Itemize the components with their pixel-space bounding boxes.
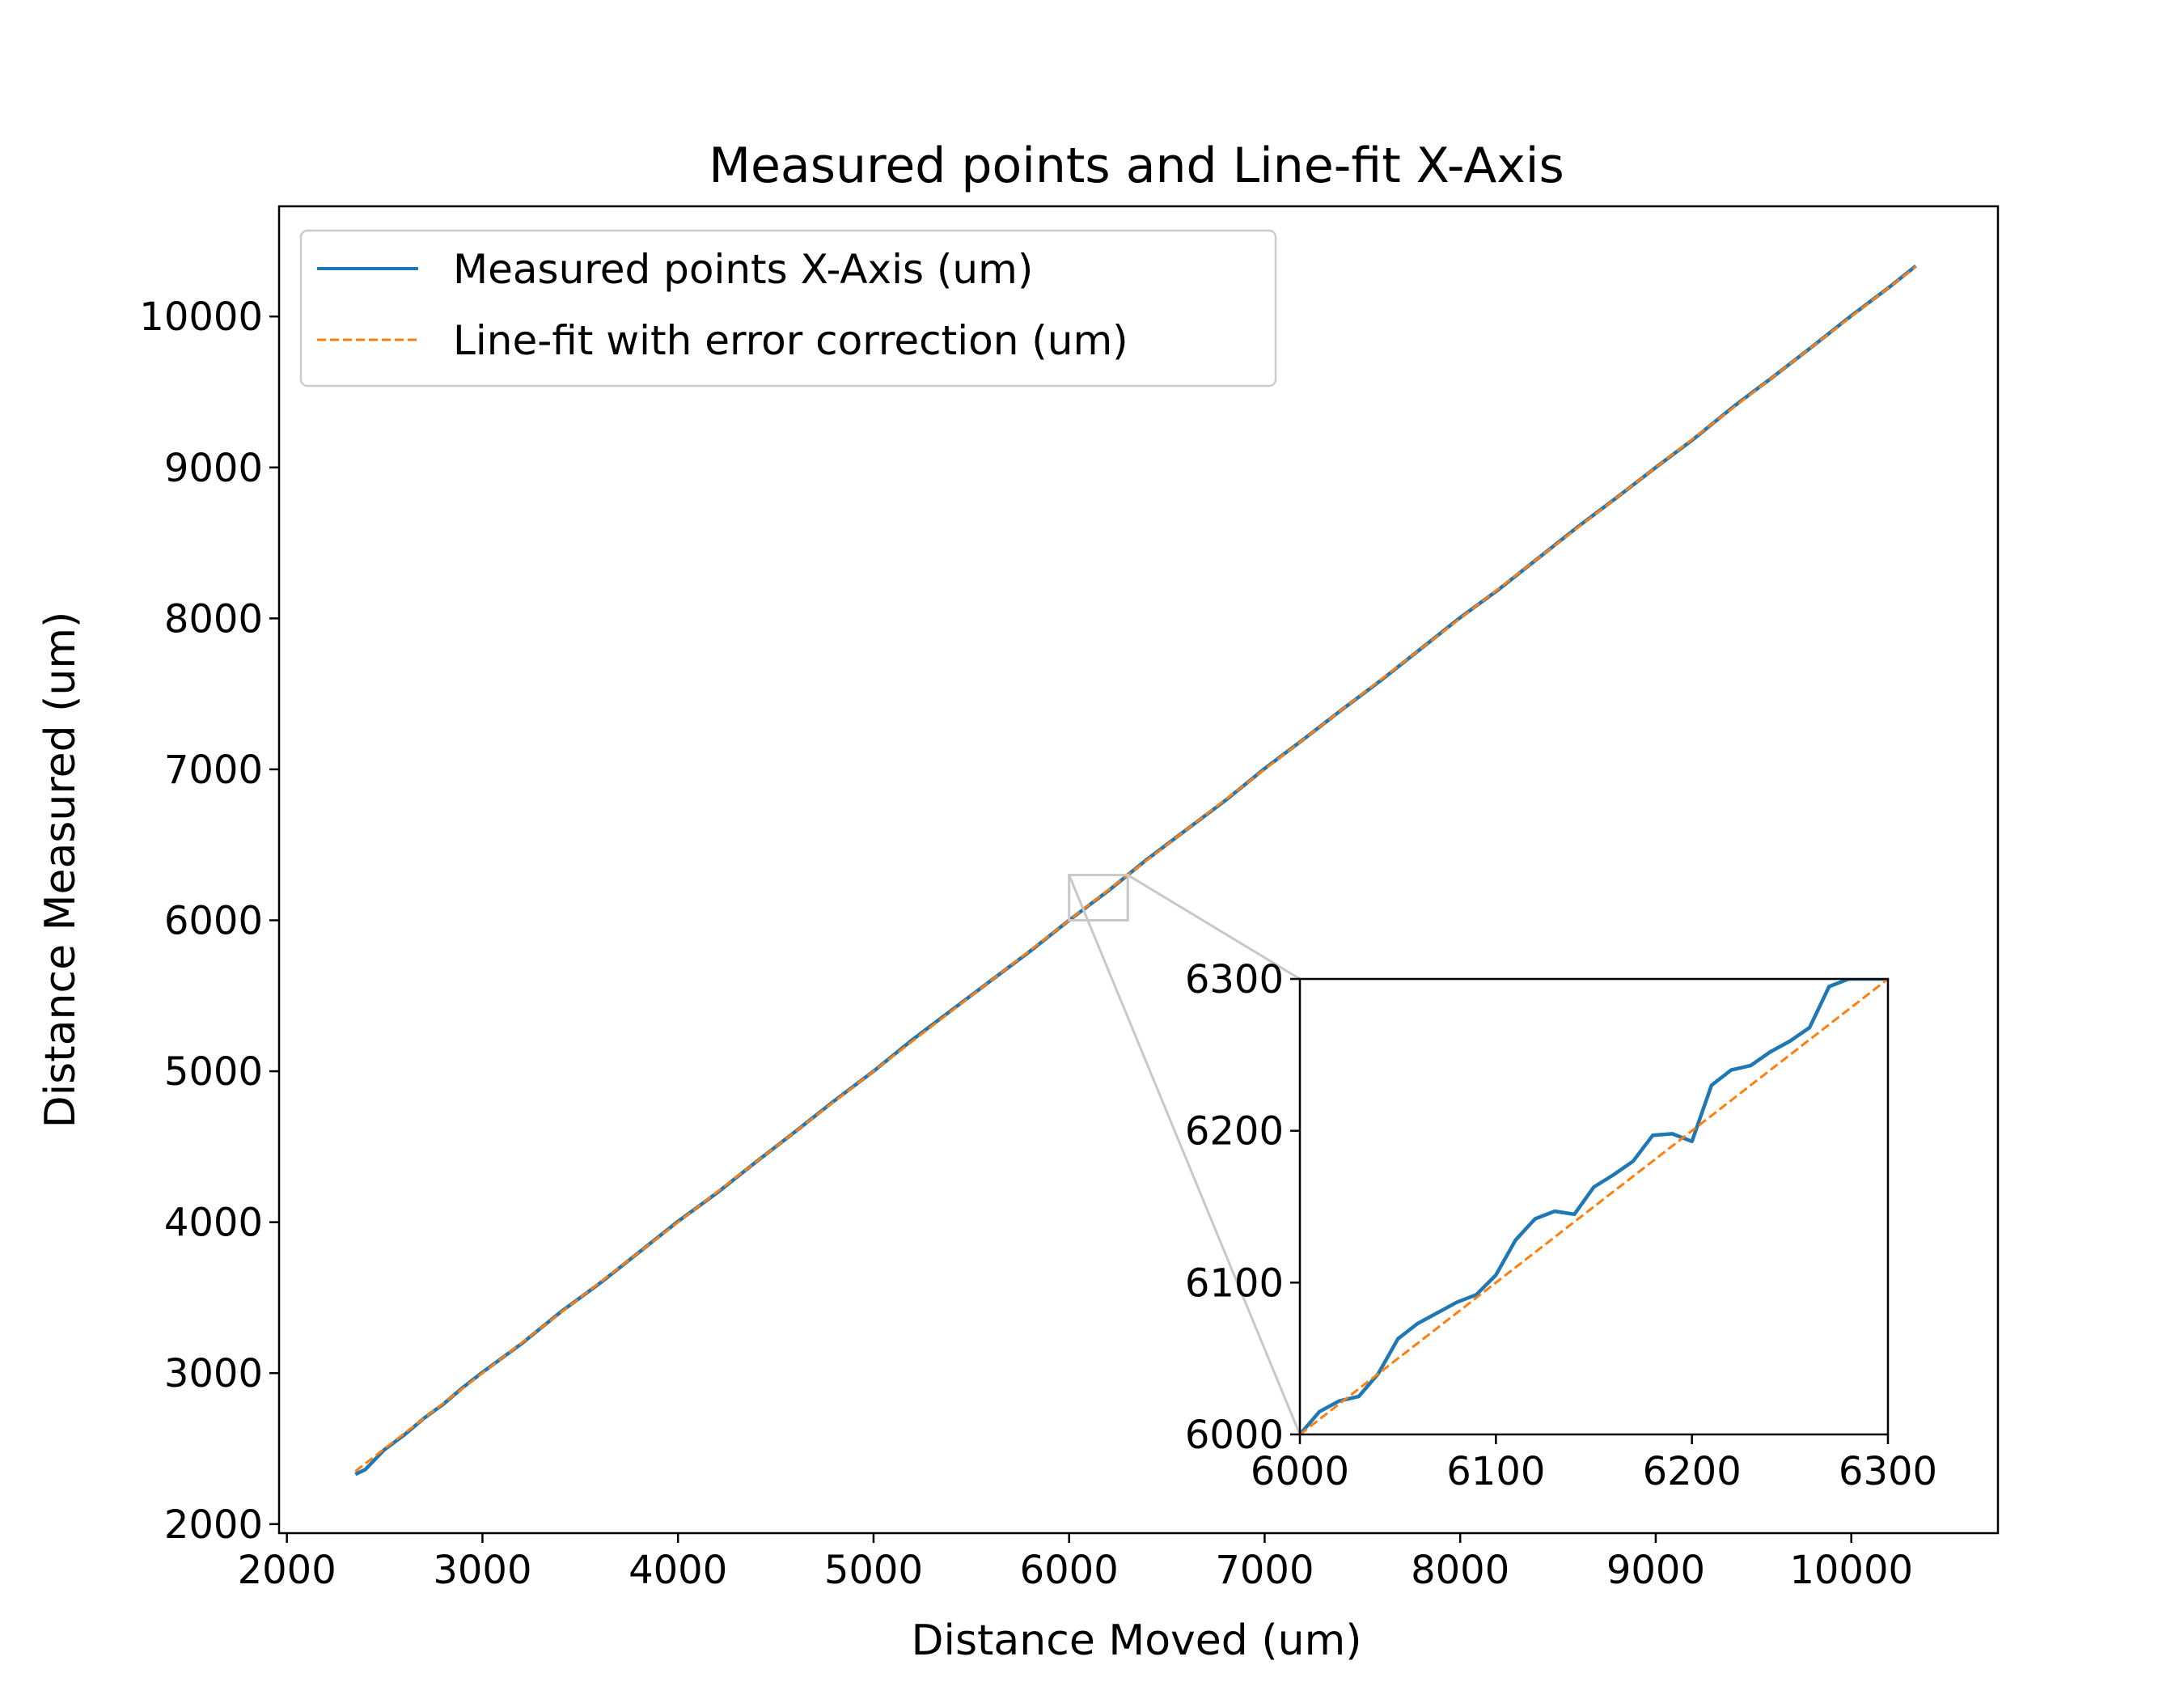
- y-axis-label: Distance Measured (um): [36, 612, 85, 1129]
- main-y-tick-label: 2000: [164, 1502, 263, 1548]
- main-y-tick-label: 7000: [164, 748, 263, 793]
- legend-label-fit: Line-fit with error correction (um): [453, 317, 1128, 364]
- main-x-tick-label: 6000: [1020, 1548, 1119, 1593]
- main-y-tick-label: 6000: [164, 899, 263, 944]
- legend-frame: [299, 229, 1277, 388]
- main-y-tick-label: 3000: [164, 1351, 263, 1396]
- legend: Measured points X-Axis (um) Line-fit wit…: [299, 229, 1277, 388]
- inset-x-tick-label: 6100: [1446, 1449, 1545, 1494]
- main-x-tick-label: 8000: [1411, 1548, 1509, 1593]
- main-plot-frame: [277, 205, 2000, 1535]
- measured-series-line: [1300, 979, 1888, 1434]
- main-y-tick-label: 8000: [164, 596, 263, 642]
- inset-x-tick-label: 6300: [1839, 1449, 1937, 1494]
- main-y-ticks: 2000 3000 4000 5000 6000 7000 8000 9000 10000: [139, 294, 279, 1548]
- inset-y-ticks: 6000 6100 6200 6300: [1185, 957, 1300, 1458]
- inset-x-ticks: 6000 6100 6200 6300: [1251, 1434, 1937, 1494]
- main-x-tick-label: 3000: [433, 1548, 531, 1593]
- inset-plot: 6000 6100 6200 6300 6000 6100 6200 6300: [1185, 957, 1937, 1494]
- main-x-tick-label: 4000: [629, 1548, 727, 1593]
- main-x-tick-label: 5000: [824, 1548, 923, 1593]
- main-y-tick-label: 4000: [164, 1201, 263, 1246]
- legend-label-measured: Measured points X-Axis (um): [453, 246, 1033, 293]
- main-y-tick-label: 10000: [139, 294, 263, 340]
- main-y-tick-label: 5000: [164, 1049, 263, 1095]
- main-x-tick-label: 10000: [1789, 1548, 1913, 1593]
- inset-y-tick-label: 6100: [1185, 1260, 1284, 1306]
- zoom-connector-line: [1127, 874, 1301, 981]
- main-x-ticks: 2000 3000 4000 5000 6000 7000 8000 9000 10000: [238, 1533, 1913, 1593]
- x-axis-label: Distance Moved (um): [911, 1616, 1361, 1665]
- inset-y-tick-label: 6300: [1185, 957, 1284, 1002]
- fit-series-line: [354, 265, 1917, 1472]
- main-y-tick-label: 9000: [164, 446, 263, 491]
- fit-series-line: [1300, 979, 1888, 1434]
- inset-x-tick-label: 6200: [1643, 1449, 1742, 1494]
- inset-y-tick-label: 6000: [1185, 1413, 1284, 1458]
- chart-title: Measured points and Line-fit X-Axis: [709, 138, 1564, 194]
- inset-y-tick-label: 6200: [1185, 1109, 1284, 1155]
- inset-x-tick-label: 6000: [1251, 1449, 1349, 1494]
- main-x-tick-label: 7000: [1215, 1548, 1314, 1593]
- main-x-tick-label: 2000: [238, 1548, 336, 1593]
- main-plot-area: 2000 3000 4000 5000 6000 7000 8000 9000 10000 20…: [139, 205, 2000, 1593]
- zoom-indicator-box: [1068, 874, 1129, 922]
- main-x-tick-label: 9000: [1606, 1548, 1705, 1593]
- inset-series-group: [1300, 979, 1888, 1434]
- zoom-connector-line: [1068, 874, 1302, 1435]
- inset-frame: [1298, 977, 1890, 1436]
